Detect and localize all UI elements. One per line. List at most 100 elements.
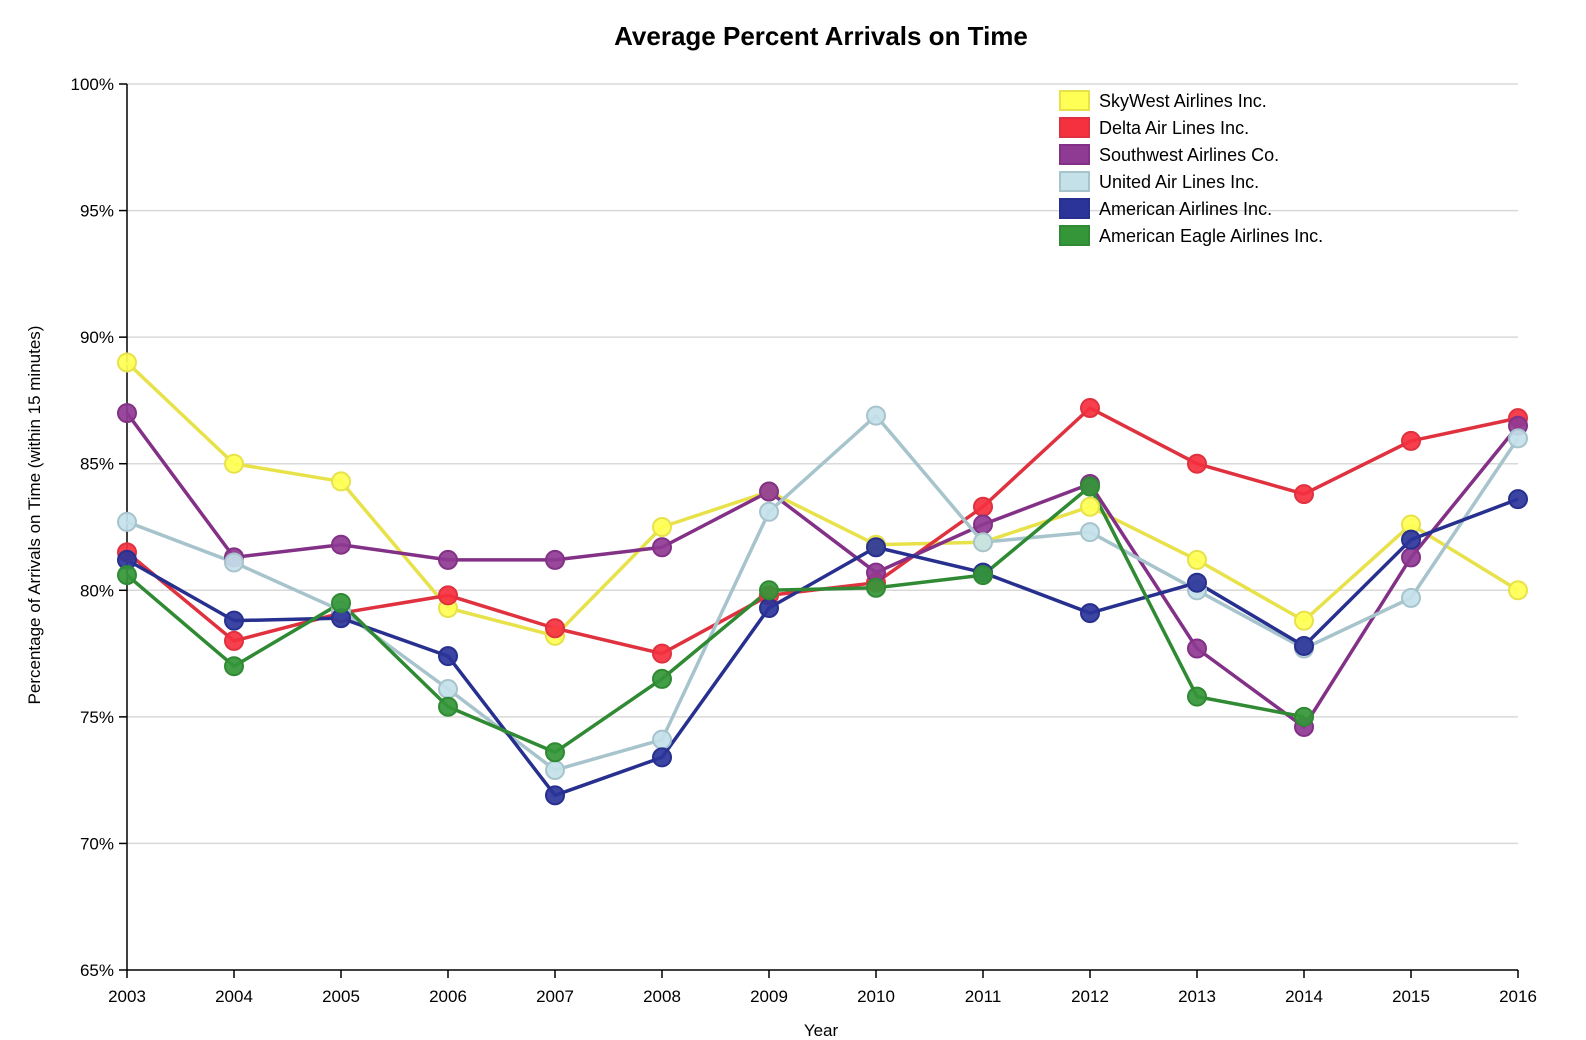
data-point[interactable] [438,585,458,606]
data-point[interactable] [1401,547,1421,568]
data-point[interactable] [1080,522,1100,543]
data-point[interactable] [759,481,779,502]
data-point[interactable] [973,565,993,586]
x-tick-label: 2003 [108,987,146,1006]
series-lines [117,352,1528,806]
legend: SkyWest Airlines Inc. Delta Air Lines Inc… [1059,90,1323,246]
data-point[interactable] [224,552,244,573]
data-point[interactable] [1401,529,1421,550]
data-point[interactable] [545,760,565,781]
y-tick-label: 65% [80,961,114,980]
legend-item[interactable]: American Eagle Airlines Inc. [1059,225,1323,246]
x-tick-label: 2009 [750,987,788,1006]
data-point[interactable] [652,747,672,768]
series-line-0 [125,361,1519,638]
legend-item[interactable]: SkyWest Airlines Inc. [1059,90,1267,111]
legend-item[interactable]: Southwest Airlines Co. [1059,144,1279,165]
x-tick-label: 2008 [643,987,681,1006]
data-point[interactable] [224,656,244,677]
data-point[interactable] [117,403,137,424]
data-point[interactable] [1294,706,1314,727]
data-point[interactable] [545,618,565,639]
x-tick-label: 2016 [1499,987,1537,1006]
data-point[interactable] [545,549,565,570]
data-point[interactable] [1187,453,1207,474]
data-point[interactable] [545,785,565,806]
x-axis-title: Year [804,1021,839,1040]
data-point[interactable] [652,537,672,558]
y-axis-title: Percentage of Arrivals on Time (within 1… [25,326,44,705]
legend-item[interactable]: American Airlines Inc. [1059,198,1272,219]
data-point[interactable] [866,405,886,426]
data-point[interactable] [652,729,672,750]
legend-swatch [1059,171,1090,192]
data-point[interactable] [1080,496,1100,517]
series-line-4 [126,497,1519,798]
y-tick-label: 70% [80,834,114,853]
x-tick-label: 2015 [1392,987,1430,1006]
data-point[interactable] [1187,686,1207,707]
data-point[interactable] [331,534,351,555]
x-tick-label: 2004 [215,987,253,1006]
data-point[interactable] [331,471,351,492]
legend-label: Delta Air Lines Inc. [1099,118,1249,138]
series-line-5 [125,484,1305,755]
y-tick-label: 75% [80,708,114,727]
legend-label: Southwest Airlines Co. [1099,145,1279,165]
legend-label: United Air Lines Inc. [1099,172,1259,192]
legend-swatch [1059,90,1090,111]
data-point[interactable] [1080,603,1100,624]
data-point[interactable] [1080,398,1100,419]
data-point[interactable] [652,668,672,689]
data-point[interactable] [759,501,779,522]
data-point[interactable] [438,646,458,667]
data-point[interactable] [438,696,458,717]
data-point[interactable] [1187,638,1207,659]
y-tick-label: 80% [80,581,114,600]
data-point[interactable] [224,630,244,651]
data-point[interactable] [1187,549,1207,570]
data-point[interactable] [759,598,779,619]
data-point[interactable] [545,742,565,763]
data-point[interactable] [866,577,886,598]
data-point[interactable] [117,511,137,532]
data-point[interactable] [1508,489,1528,510]
legend-item[interactable]: United Air Lines Inc. [1059,171,1259,192]
data-point[interactable] [224,610,244,631]
x-tick-label: 2013 [1178,987,1216,1006]
data-point[interactable] [652,643,672,664]
data-point[interactable] [1294,484,1314,505]
data-point[interactable] [1187,572,1207,593]
y-tick-label: 85% [80,455,114,474]
data-point[interactable] [438,549,458,570]
legend-swatch [1059,117,1090,138]
data-point[interactable] [1080,476,1100,497]
legend-label: SkyWest Airlines Inc. [1099,91,1267,111]
data-point[interactable] [866,537,886,558]
data-point[interactable] [1508,580,1528,601]
data-point[interactable] [973,496,993,517]
legend-item[interactable]: Delta Air Lines Inc. [1059,117,1249,138]
data-point[interactable] [1508,428,1528,449]
legend-label: American Airlines Inc. [1099,199,1272,219]
data-point[interactable] [973,514,993,535]
legend-swatch [1059,225,1090,246]
data-point[interactable] [1401,587,1421,608]
data-point[interactable] [224,453,244,474]
data-point[interactable] [973,532,993,553]
y-tick-label: 95% [80,202,114,221]
data-point[interactable] [652,517,672,537]
data-point[interactable] [1294,635,1314,656]
axes [126,84,1518,971]
x-tick-label: 2011 [965,987,1002,1006]
data-point[interactable] [759,580,779,601]
series-line-2 [125,412,1520,729]
data-point[interactable] [1401,430,1421,451]
data-point[interactable] [117,565,137,586]
data-point[interactable] [1294,610,1314,631]
data-point[interactable] [438,679,458,700]
data-point[interactable] [117,352,137,373]
data-point[interactable] [331,592,351,613]
x-tick-label: 2006 [429,987,467,1006]
